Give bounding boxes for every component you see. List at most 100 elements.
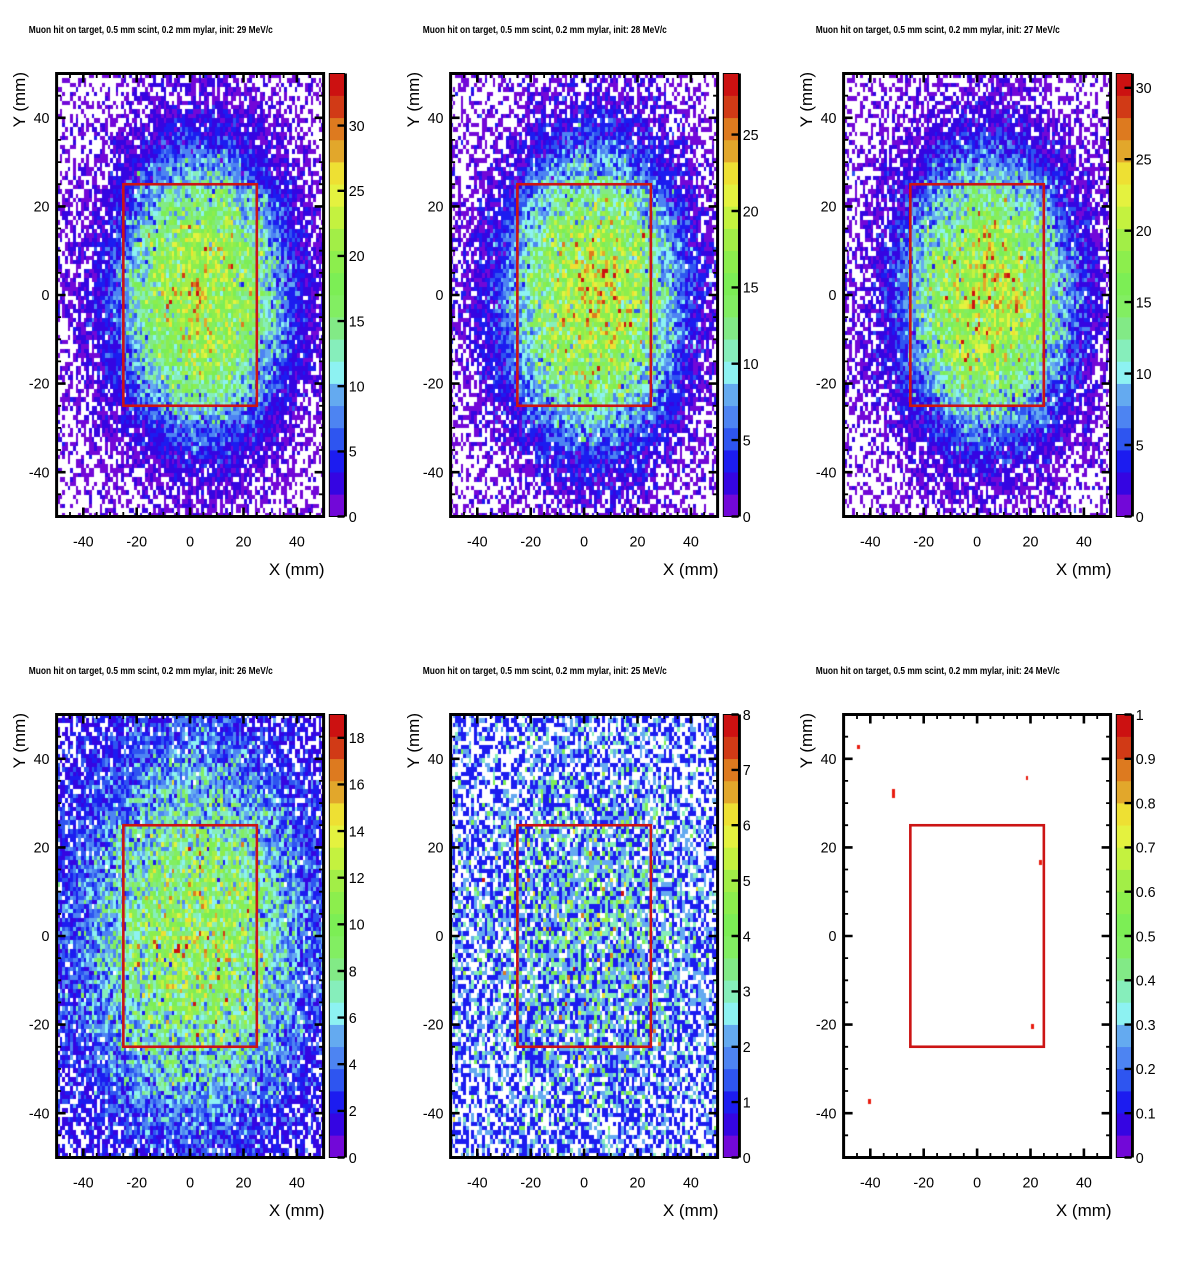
svg-text:-40: -40 [73, 1175, 94, 1191]
svg-text:0: 0 [349, 510, 357, 526]
svg-text:-20: -20 [816, 377, 837, 393]
svg-text:20: 20 [629, 534, 645, 550]
svg-text:20: 20 [427, 840, 443, 856]
svg-text:X (mm): X (mm) [269, 560, 325, 579]
svg-text:20: 20 [236, 534, 252, 550]
svg-text:-20: -20 [29, 1017, 50, 1033]
svg-text:18: 18 [349, 731, 365, 747]
svg-text:1: 1 [742, 1095, 750, 1111]
svg-text:X (mm): X (mm) [663, 560, 719, 579]
svg-text:20: 20 [1023, 534, 1039, 550]
svg-text:3: 3 [742, 984, 750, 1000]
svg-text:-40: -40 [422, 465, 443, 481]
svg-text:0.4: 0.4 [1136, 973, 1156, 989]
svg-text:0.2: 0.2 [1136, 1062, 1156, 1078]
svg-text:40: 40 [427, 751, 443, 767]
svg-text:Y (mm): Y (mm) [404, 713, 423, 768]
svg-text:40: 40 [683, 1175, 699, 1191]
svg-text:0.8: 0.8 [1136, 796, 1156, 812]
svg-text:0: 0 [973, 534, 981, 550]
svg-text:5: 5 [742, 433, 750, 449]
svg-text:0: 0 [973, 1175, 981, 1191]
svg-text:0.9: 0.9 [1136, 752, 1156, 768]
svg-text:Muon hit on target, 0.5 mm sci: Muon hit on target, 0.5 mm scint, 0.2 mm… [29, 25, 273, 36]
svg-text:Y (mm): Y (mm) [797, 72, 816, 127]
svg-text:10: 10 [349, 917, 365, 933]
svg-text:30: 30 [1136, 81, 1152, 97]
svg-text:0: 0 [580, 534, 588, 550]
svg-text:Y (mm): Y (mm) [10, 72, 29, 127]
svg-text:Y (mm): Y (mm) [797, 713, 816, 768]
svg-text:4: 4 [742, 929, 750, 945]
svg-text:12: 12 [349, 871, 365, 887]
svg-text:-20: -20 [520, 534, 541, 550]
svg-text:0: 0 [186, 534, 194, 550]
svg-text:X (mm): X (mm) [269, 1201, 325, 1220]
svg-text:0: 0 [580, 1175, 588, 1191]
svg-text:0: 0 [829, 929, 837, 945]
svg-text:Y (mm): Y (mm) [10, 713, 29, 768]
svg-text:10: 10 [349, 380, 365, 396]
svg-text:15: 15 [742, 281, 758, 297]
svg-text:-20: -20 [422, 377, 443, 393]
svg-text:10: 10 [1136, 367, 1152, 383]
svg-text:40: 40 [1076, 1175, 1092, 1191]
svg-text:7: 7 [742, 763, 750, 779]
svg-text:Muon hit on target, 0.5 mm sci: Muon hit on target, 0.5 mm scint, 0.2 mm… [816, 666, 1060, 677]
svg-text:Muon hit on target, 0.5 mm sci: Muon hit on target, 0.5 mm scint, 0.2 mm… [29, 666, 273, 677]
svg-text:20: 20 [34, 840, 50, 856]
svg-text:-40: -40 [467, 534, 488, 550]
svg-text:-20: -20 [520, 1175, 541, 1191]
svg-text:-40: -40 [422, 1106, 443, 1122]
svg-text:X (mm): X (mm) [1056, 560, 1112, 579]
svg-text:0.3: 0.3 [1136, 1017, 1156, 1033]
svg-text:20: 20 [427, 200, 443, 216]
svg-text:5: 5 [349, 445, 357, 461]
svg-text:Muon hit on target, 0.5 mm sci: Muon hit on target, 0.5 mm scint, 0.2 mm… [422, 666, 666, 677]
svg-text:20: 20 [821, 200, 837, 216]
svg-text:2: 2 [742, 1040, 750, 1056]
svg-text:X (mm): X (mm) [663, 1201, 719, 1220]
svg-text:-20: -20 [816, 1017, 837, 1033]
svg-text:-40: -40 [860, 1175, 881, 1191]
svg-text:40: 40 [34, 751, 50, 767]
svg-text:Y (mm): Y (mm) [404, 72, 423, 127]
svg-text:-40: -40 [860, 534, 881, 550]
svg-text:0: 0 [1136, 510, 1144, 526]
svg-text:-20: -20 [914, 534, 935, 550]
svg-text:6: 6 [349, 1010, 357, 1026]
svg-text:1: 1 [1136, 707, 1144, 723]
svg-text:40: 40 [34, 111, 50, 127]
svg-text:20: 20 [236, 1175, 252, 1191]
svg-text:40: 40 [683, 534, 699, 550]
svg-text:2: 2 [349, 1104, 357, 1120]
svg-text:-40: -40 [29, 465, 50, 481]
svg-text:25: 25 [1136, 153, 1152, 169]
svg-text:0: 0 [42, 288, 50, 304]
svg-text:25: 25 [349, 184, 365, 200]
svg-text:0: 0 [42, 929, 50, 945]
svg-text:20: 20 [629, 1175, 645, 1191]
svg-text:-40: -40 [467, 1175, 488, 1191]
svg-text:40: 40 [289, 1175, 305, 1191]
svg-text:20: 20 [1023, 1175, 1039, 1191]
svg-text:0: 0 [435, 929, 443, 945]
svg-text:6: 6 [742, 818, 750, 834]
svg-text:20: 20 [821, 840, 837, 856]
svg-text:0.5: 0.5 [1136, 929, 1156, 945]
svg-text:20: 20 [1136, 224, 1152, 240]
svg-text:-20: -20 [29, 377, 50, 393]
svg-text:40: 40 [427, 111, 443, 127]
svg-text:0: 0 [349, 1150, 357, 1166]
svg-text:-20: -20 [126, 1175, 147, 1191]
svg-text:-20: -20 [126, 534, 147, 550]
svg-text:-40: -40 [816, 1106, 837, 1122]
svg-text:20: 20 [34, 200, 50, 216]
svg-text:0.7: 0.7 [1136, 840, 1156, 856]
svg-text:25: 25 [742, 128, 758, 144]
svg-text:0.6: 0.6 [1136, 885, 1156, 901]
svg-text:16: 16 [349, 777, 365, 793]
svg-text:10: 10 [742, 357, 758, 373]
svg-text:0: 0 [829, 288, 837, 304]
svg-text:8: 8 [742, 707, 750, 723]
